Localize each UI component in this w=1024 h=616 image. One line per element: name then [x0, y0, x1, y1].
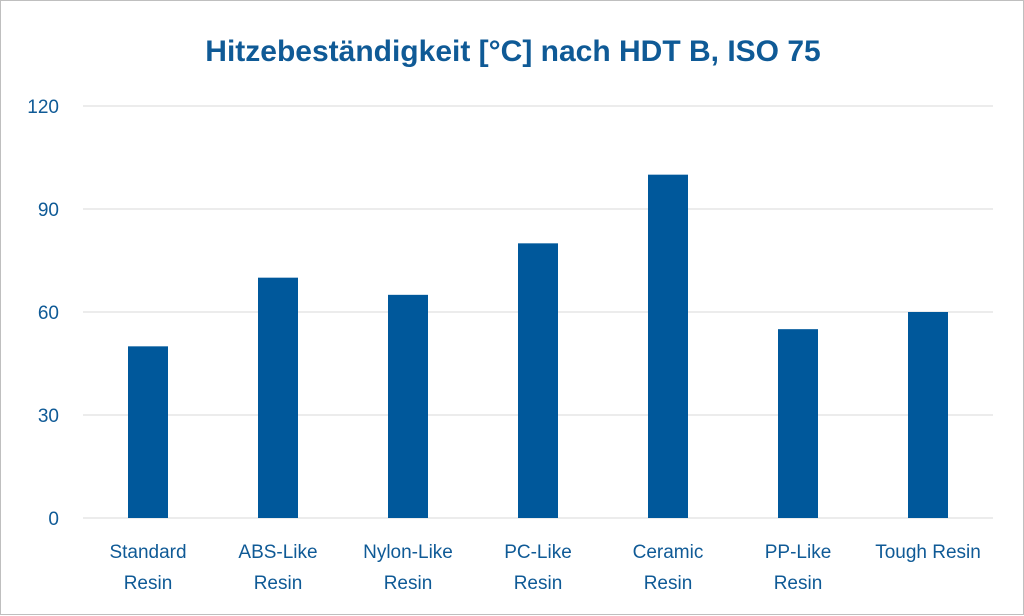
bar — [518, 243, 558, 519]
y-axis-ticks: 0 30 60 90 120 — [27, 97, 59, 530]
bars — [128, 174, 948, 519]
x-category-label: Resin — [644, 573, 693, 594]
x-category-label: Resin — [774, 573, 823, 594]
x-category-label: ABS-Like — [238, 542, 317, 563]
x-axis-labels: Standard Resin ABS-Like Resin Nylon-Like Resi… — [109, 542, 980, 594]
x-category-label: Resin — [514, 573, 563, 594]
x-category-label: Standard — [109, 542, 186, 563]
y-tick-label: 60 — [38, 303, 59, 324]
x-category-label: Ceramic — [633, 542, 704, 563]
bar — [778, 329, 818, 518]
chart-title: Hitzebeständigkeit [°C] nach HDT B, ISO … — [205, 35, 820, 68]
x-category-label: Nylon-Like — [363, 542, 453, 563]
x-category-label: Resin — [384, 573, 433, 594]
y-tick-label: 90 — [38, 200, 59, 221]
bar — [258, 277, 298, 518]
x-category-label: Resin — [124, 573, 173, 594]
x-category-label: PC-Like — [504, 542, 572, 563]
x-category-label: Tough Resin — [875, 542, 981, 563]
bar — [388, 294, 428, 518]
x-category-label: Resin — [254, 573, 303, 594]
x-category-label: PP-Like — [765, 542, 832, 563]
bar — [648, 174, 688, 518]
y-tick-label: 120 — [27, 97, 59, 118]
y-tick-label: 0 — [48, 509, 59, 530]
bar — [908, 312, 948, 518]
bar — [128, 346, 168, 518]
y-tick-label: 30 — [38, 406, 59, 427]
